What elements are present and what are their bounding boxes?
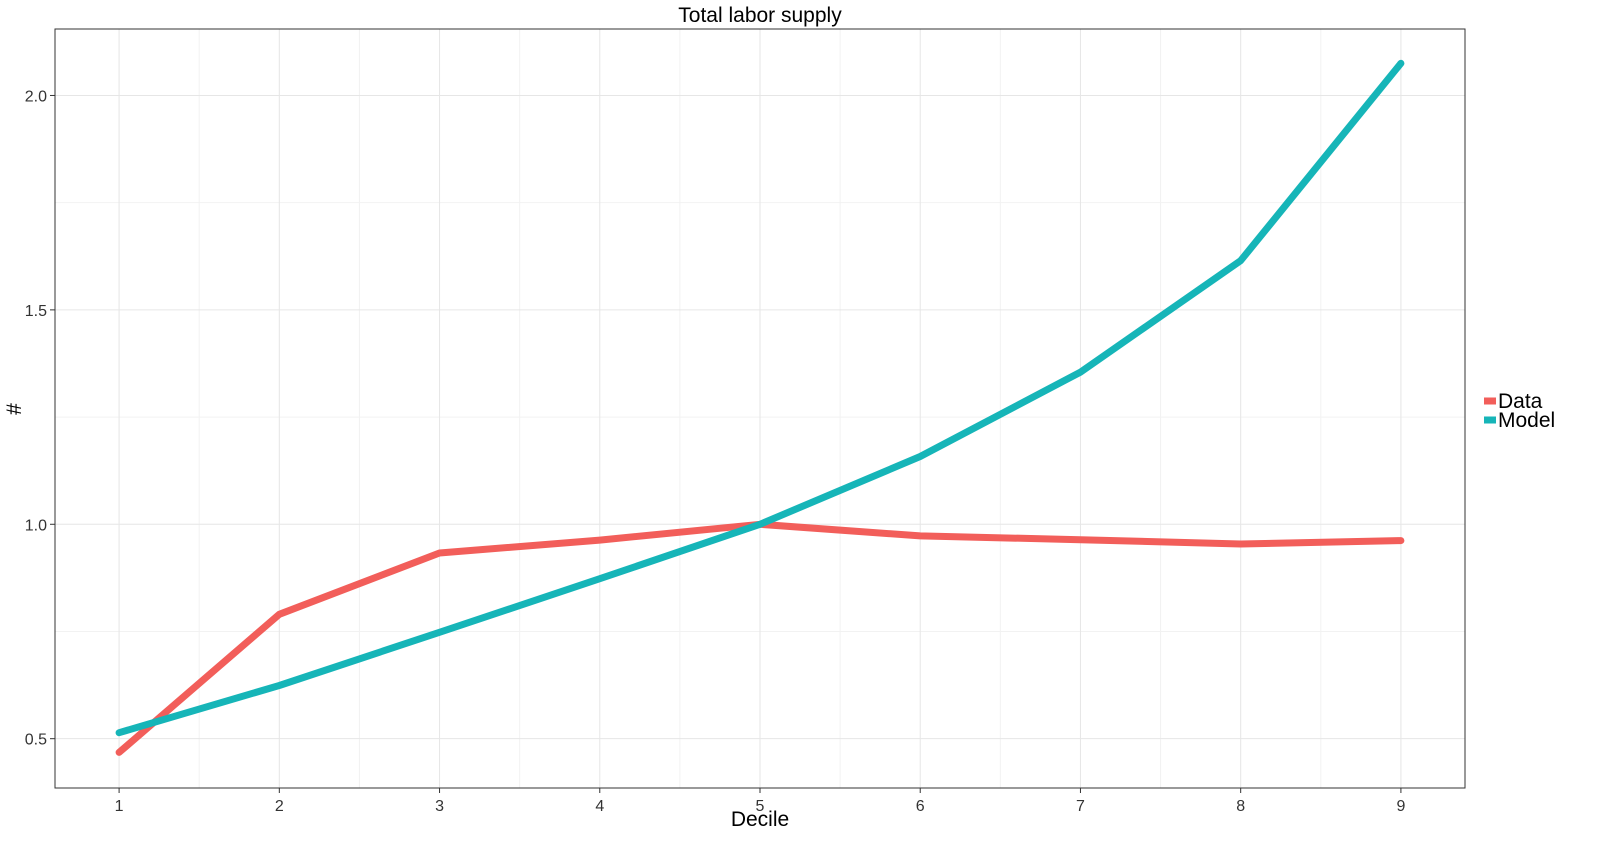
x-tick-label: 9: [1396, 798, 1405, 815]
x-tick-label: 5: [756, 798, 765, 815]
chart-title: Total labor supply: [678, 4, 842, 27]
x-tick-label: 8: [1236, 798, 1245, 815]
series-lines: [115, 59, 1405, 756]
x-tick-label: 3: [435, 798, 444, 815]
y-axis: 0.5 1.0 1.5 2.0: [25, 88, 55, 749]
y-tick-label: 1.5: [25, 303, 47, 320]
y-axis-label: #: [3, 403, 26, 415]
x-tick-label: 1: [115, 798, 124, 815]
legend-label-data: Data: [1498, 390, 1543, 413]
y-tick-label: 0.5: [25, 732, 47, 749]
legend-label-model: Model: [1498, 409, 1555, 432]
series-line-model: [115, 59, 1405, 737]
x-axis-label: Decile: [731, 808, 789, 831]
y-tick-label: 2.0: [25, 88, 47, 105]
x-tick-label: 4: [595, 798, 604, 815]
x-tick-label: 2: [275, 798, 284, 815]
x-axis: 1 2 3 4 5 6 7 8 9: [115, 788, 1405, 815]
grid: [55, 29, 1465, 788]
x-tick-label: 6: [916, 798, 925, 815]
y-tick-label: 1.0: [25, 517, 47, 534]
x-tick-label: 7: [1076, 798, 1085, 815]
